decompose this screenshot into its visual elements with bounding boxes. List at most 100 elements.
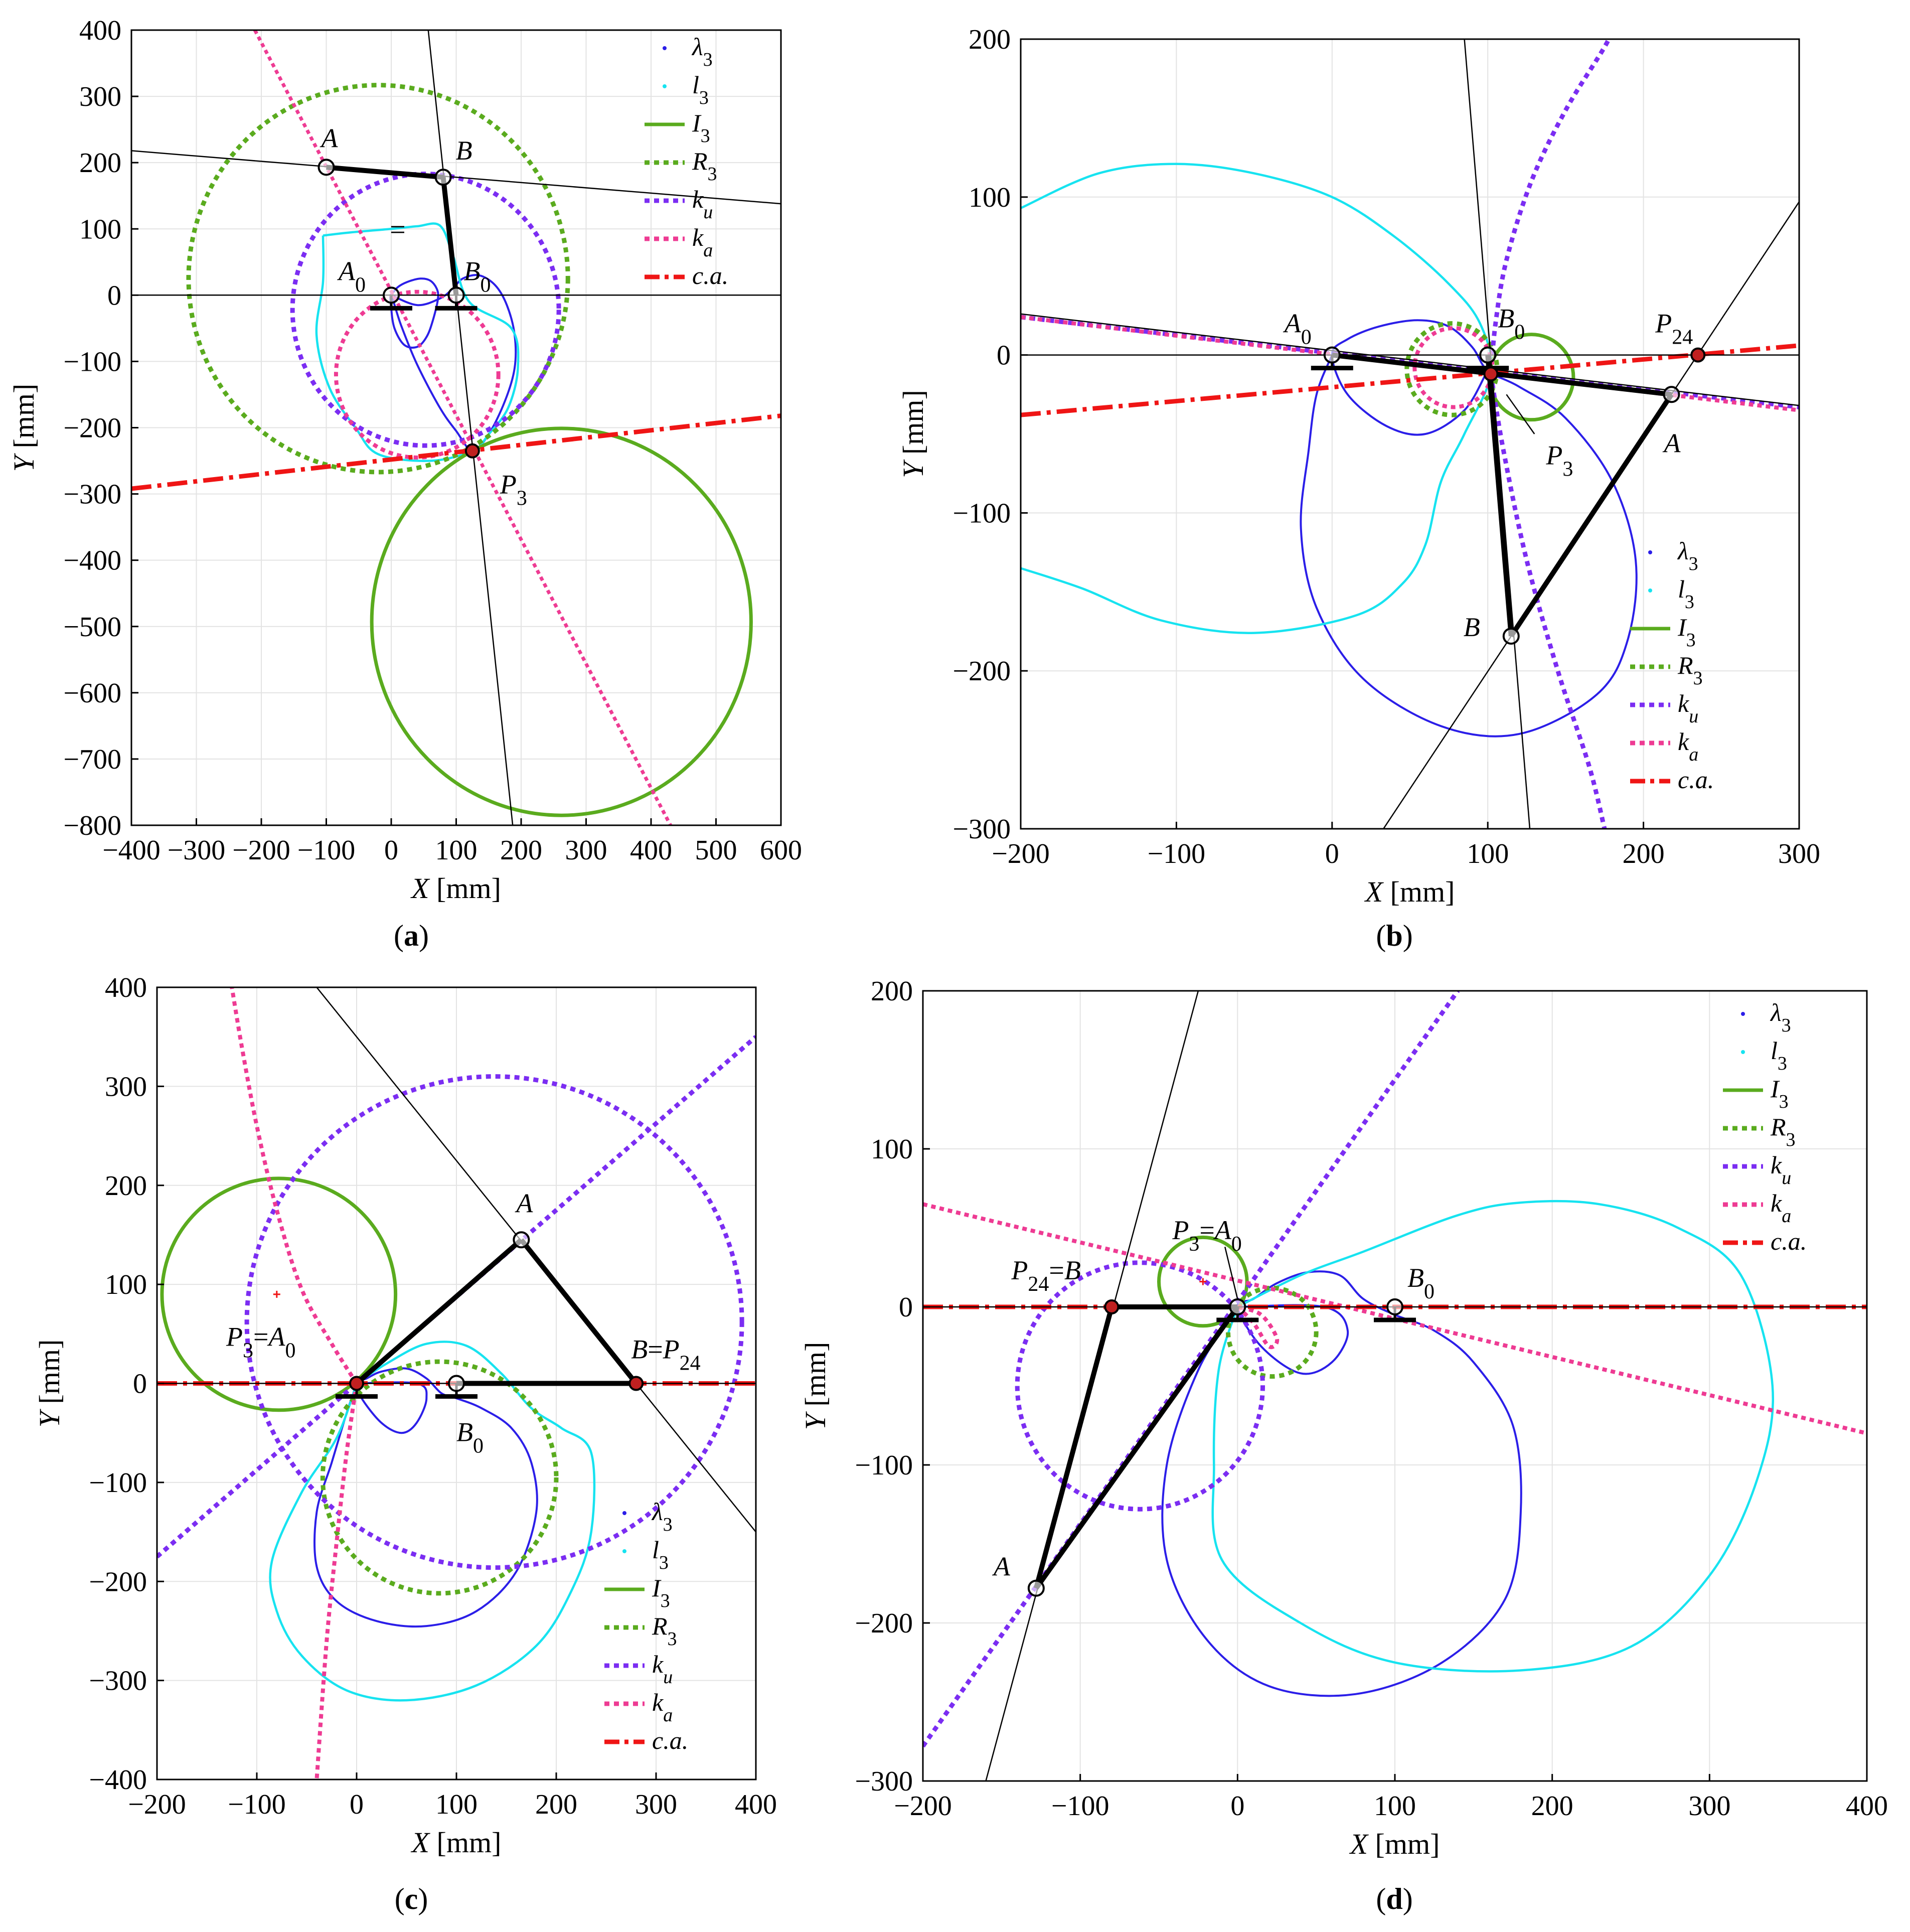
y-tick-label: −700 [63, 744, 121, 775]
series-ka-upper [230, 987, 359, 1385]
axes-box [1020, 38, 1800, 830]
legend-label: ka [652, 1688, 673, 1726]
x-tick-label: 0 [1325, 838, 1339, 869]
y-axis-label: Y [mm] [897, 390, 929, 478]
y-tick-label: 400 [105, 972, 147, 1003]
point-label: A [1662, 428, 1681, 458]
x-tick-label: −200 [128, 1789, 186, 1820]
y-tick-label: −100 [63, 346, 121, 377]
joints: P3=A0 A B=P24 B0 [226, 1188, 701, 1457]
legend-label: ku [652, 1650, 673, 1688]
joint-marker [1027, 1579, 1045, 1597]
x-tick-label: 600 [760, 835, 802, 866]
pole-marker [1104, 1299, 1120, 1314]
legend-label: R3 [1677, 651, 1703, 689]
point-label: P24 [1655, 309, 1693, 349]
legend-label: λ3 [651, 1498, 673, 1535]
series-3 [1300, 319, 1638, 737]
series-link-a0-a [1332, 352, 1672, 397]
series-ca [131, 413, 781, 491]
series-i3 [370, 426, 753, 817]
y-axis-label: Y [mm] [33, 1340, 66, 1428]
series-link-b-b0 [1485, 355, 1514, 637]
series-ab-line [131, 150, 781, 205]
joint-marker [447, 286, 465, 304]
legend-marker [1648, 550, 1652, 554]
series-b-line [427, 30, 514, 825]
y-tick-label: −200 [952, 656, 1011, 687]
panel-caption: (c) [395, 1882, 428, 1915]
pole-marker [349, 1376, 364, 1391]
y-tick-label: −300 [89, 1666, 147, 1697]
pole-marker [464, 443, 480, 459]
x-tick-label: 100 [1467, 838, 1509, 869]
y-tick-label: −200 [63, 413, 121, 444]
x-tick-label: 300 [1778, 838, 1820, 869]
series-ku-line [157, 1035, 756, 1559]
x-tick-label: 100 [435, 835, 478, 866]
center-marker [1199, 1278, 1207, 1285]
legend-label: λ3 [691, 33, 713, 70]
panel-caption: (d) [1376, 1882, 1412, 1915]
x-tick-label: 200 [535, 1789, 577, 1820]
x-tick-label: 100 [435, 1789, 478, 1820]
x-axis-label: X [mm] [411, 1826, 502, 1859]
legend-label: λ3 [1770, 998, 1791, 1036]
y-tick-label: 200 [105, 1170, 147, 1202]
x-tick-label: 0 [350, 1789, 364, 1820]
legend-marker [622, 1511, 626, 1515]
ticks: −200 −100 0 100 200 300 400 −400 −300 −200 −100 0 10… [89, 972, 777, 1820]
x-tick-label: 200 [1623, 838, 1665, 869]
legend-label: l3 [652, 1536, 669, 1573]
y-tick-label: 100 [871, 1134, 913, 1165]
joint-marker [1479, 346, 1497, 364]
legend-label: c.a. [1771, 1227, 1807, 1255]
legend-label: c.a. [692, 261, 728, 289]
series-p3-leader [1224, 1247, 1238, 1299]
series-ka-lower [314, 1383, 359, 1779]
series-ka-line [1021, 315, 1799, 412]
y-tick-label: 200 [969, 24, 1011, 55]
ticks: −400 −300 −200 −100 0 100 200 300 400 500 600−800−… [63, 15, 802, 866]
series-l3 [269, 1341, 596, 1702]
legend-label: ka [692, 223, 713, 261]
y-tick-label: −100 [952, 498, 1011, 529]
y-tick-label: 0 [899, 1292, 913, 1323]
point-label: A [992, 1552, 1011, 1582]
x-tick-label: −200 [992, 838, 1050, 869]
series-group [131, 30, 781, 825]
x-tick-label: 500 [695, 835, 737, 866]
series-link-a-b [1033, 1306, 1115, 1589]
point-label: P24=B [1011, 1255, 1080, 1296]
legend-label: I3 [1677, 613, 1696, 651]
y-tick-label: −300 [855, 1766, 913, 1797]
joint-marker [513, 1231, 530, 1249]
x-tick-label: 0 [1230, 1791, 1244, 1822]
series-l3 [1021, 163, 1493, 634]
series-l3 [315, 222, 520, 462]
legend-marker [622, 1549, 626, 1553]
legend-label: ku [1771, 1151, 1791, 1188]
series-ku-upper [1488, 39, 1612, 374]
y-tick-label: 0 [107, 280, 121, 311]
series-ku [1015, 1260, 1265, 1512]
y-axis-label: Y [mm] [8, 384, 40, 472]
joint-marker [383, 286, 400, 304]
point-label: P3=A0 [226, 1322, 295, 1363]
legend-label: R3 [1770, 1113, 1796, 1150]
y-tick-label: 100 [969, 182, 1011, 213]
series-b-line [1464, 39, 1531, 829]
chart-panel-c: P3=A0 A B=P24 B0 −200 −100 0 100 200 300 400 −400 −3… [33, 972, 777, 1915]
x-tick-label: −200 [232, 835, 290, 866]
pole-marker [628, 1376, 644, 1391]
series-link-a-b [1509, 393, 1674, 638]
series-ku [244, 1074, 744, 1570]
point-label: B0 [464, 256, 491, 296]
x-tick-label: −100 [1051, 1791, 1109, 1822]
series-3 [313, 1367, 538, 1628]
